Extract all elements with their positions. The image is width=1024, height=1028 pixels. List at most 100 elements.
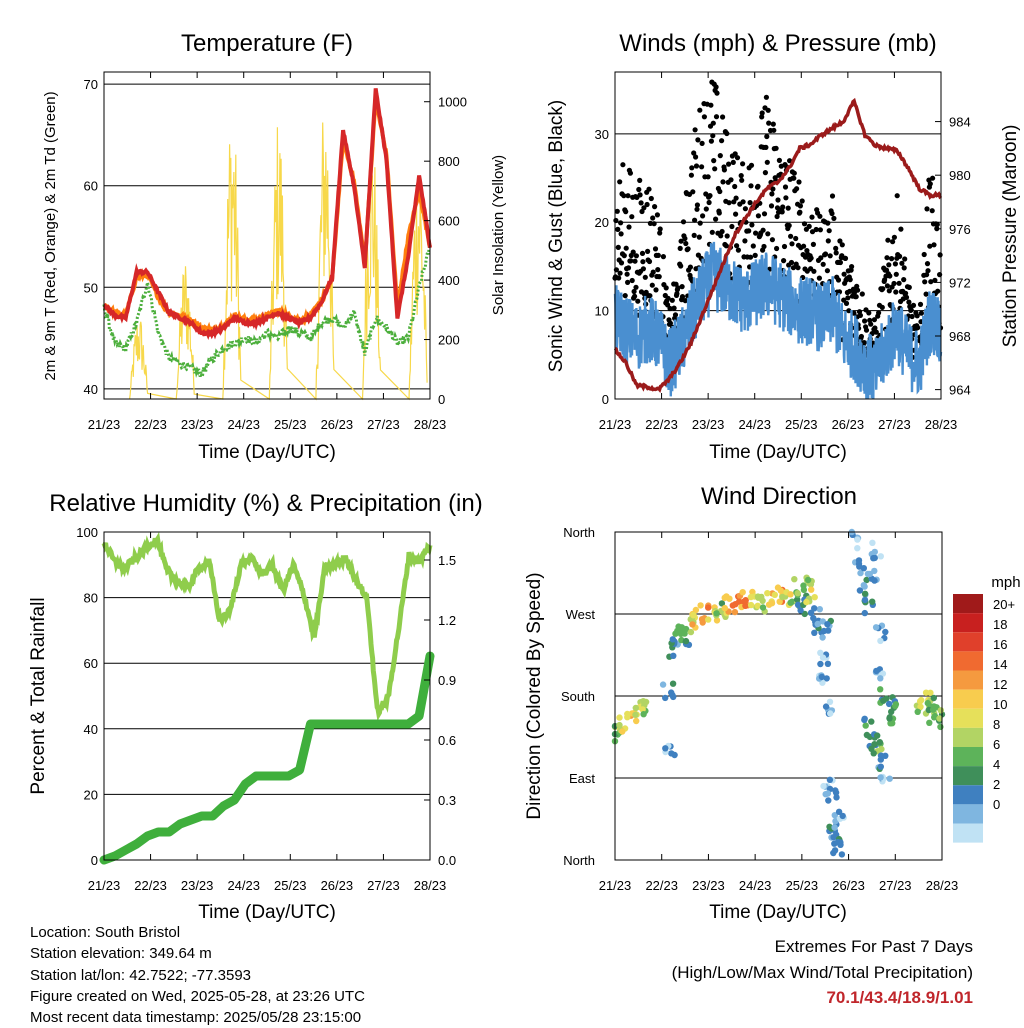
gust-point (726, 200, 732, 206)
temperature-xtick-label: 23/23 (181, 417, 214, 432)
gust-point (656, 274, 662, 280)
gust-point (906, 284, 912, 290)
gust-point (710, 120, 716, 126)
direction-point (861, 716, 868, 724)
direction-point (670, 693, 677, 701)
temperature-xtick-label: 27/23 (367, 417, 400, 432)
gust-point (625, 265, 632, 271)
gust-point (693, 154, 699, 160)
speed-legend-swatch (953, 613, 983, 633)
direction-point (869, 539, 876, 546)
gust-point (631, 288, 637, 295)
humidity-ytick-label: 40 (84, 722, 98, 737)
precip-line (99, 651, 435, 865)
gust-point (892, 261, 899, 267)
gust-point (896, 280, 902, 286)
gust-point (721, 167, 728, 173)
gust-point (811, 268, 817, 274)
direction-point (774, 584, 782, 591)
humidity-xtick-label: 26/23 (321, 878, 354, 893)
gust-point (733, 195, 739, 201)
gust-point (689, 165, 695, 171)
gust-point (876, 310, 882, 316)
gust-point (827, 253, 833, 259)
direction-point (869, 598, 876, 605)
gust-point (627, 170, 634, 176)
gust-point (829, 193, 836, 199)
gust-point (774, 205, 781, 211)
gust-point (693, 163, 700, 169)
direction-point (713, 617, 721, 624)
gust-point (729, 223, 735, 230)
direction-point (689, 621, 696, 628)
gust-point (732, 151, 738, 157)
speed-legend-label: 20+ (993, 597, 1015, 612)
gust-point (788, 259, 795, 266)
gust-point (688, 172, 695, 178)
gust-point (898, 226, 904, 232)
direction-point (764, 590, 771, 597)
temperature-xtick-label: 24/23 (227, 417, 260, 432)
gust-point (886, 262, 892, 268)
extremes-title: Extremes For Past 7 Days (774, 937, 973, 956)
direction-point (808, 586, 815, 593)
gust-point (752, 252, 758, 258)
direction-point (861, 596, 869, 604)
gust-point (849, 264, 855, 270)
temperature-xtick-label: 22/23 (134, 417, 167, 432)
gust-point (927, 243, 933, 249)
speed-legend-label: 0 (993, 797, 1000, 812)
gust-point (781, 258, 787, 264)
direction-point (687, 628, 695, 636)
wind-xlabel: Time (Day/UTC) (709, 442, 847, 463)
speed-legend-swatch (953, 766, 983, 786)
direction-point (868, 718, 875, 725)
direction-point (863, 576, 870, 584)
wind-series (612, 79, 944, 400)
gust-point (928, 279, 934, 285)
direction-point (639, 706, 646, 713)
extremes-values: 70.1/43.4/18.9/1.01 (826, 988, 973, 1007)
gust-point (639, 250, 646, 256)
temperature-ytick-label: 60 (84, 179, 98, 194)
direction-point (810, 614, 817, 622)
gust-point (671, 305, 677, 311)
gust-point (675, 285, 681, 291)
extremes-subtitle: (High/Low/Max Wind/Total Precipitation) (671, 962, 973, 982)
precip-ytick-label: 1.5 (438, 553, 456, 568)
gust-point (863, 327, 870, 333)
gust-point (930, 175, 936, 181)
gust-point (678, 263, 684, 269)
gust-point (683, 240, 689, 247)
gust-point (880, 286, 886, 292)
direction-point (864, 570, 872, 578)
gust-point (894, 193, 900, 199)
direction-point (924, 699, 931, 707)
precip-ytick-label: 1.2 (438, 613, 456, 628)
temp-2m-line (102, 88, 432, 340)
temperature-xtick-label: 25/23 (274, 417, 307, 432)
gust-point (872, 325, 878, 331)
gust-point (845, 295, 851, 301)
direction-point (776, 598, 783, 605)
speed-legend-swatch (953, 727, 983, 747)
gust-point (716, 210, 722, 216)
direction-point (856, 587, 864, 594)
gust-point (879, 304, 885, 310)
direction-point (838, 851, 846, 858)
gust-point (917, 301, 924, 307)
gust-point (755, 183, 761, 189)
direction-point (936, 715, 943, 722)
speed-legend-label: 4 (993, 757, 1000, 772)
gust-point (742, 238, 748, 244)
gust-point (638, 200, 644, 206)
gust-point (635, 298, 641, 304)
gust-point (690, 189, 696, 195)
direction-point (759, 604, 767, 611)
direction-point (882, 628, 889, 636)
direction-point (794, 601, 802, 608)
gust-point (810, 241, 817, 247)
direction-xtick-label: 28/23 (926, 878, 959, 893)
gust-point (899, 260, 905, 266)
speed-legend-swatch (953, 632, 983, 652)
